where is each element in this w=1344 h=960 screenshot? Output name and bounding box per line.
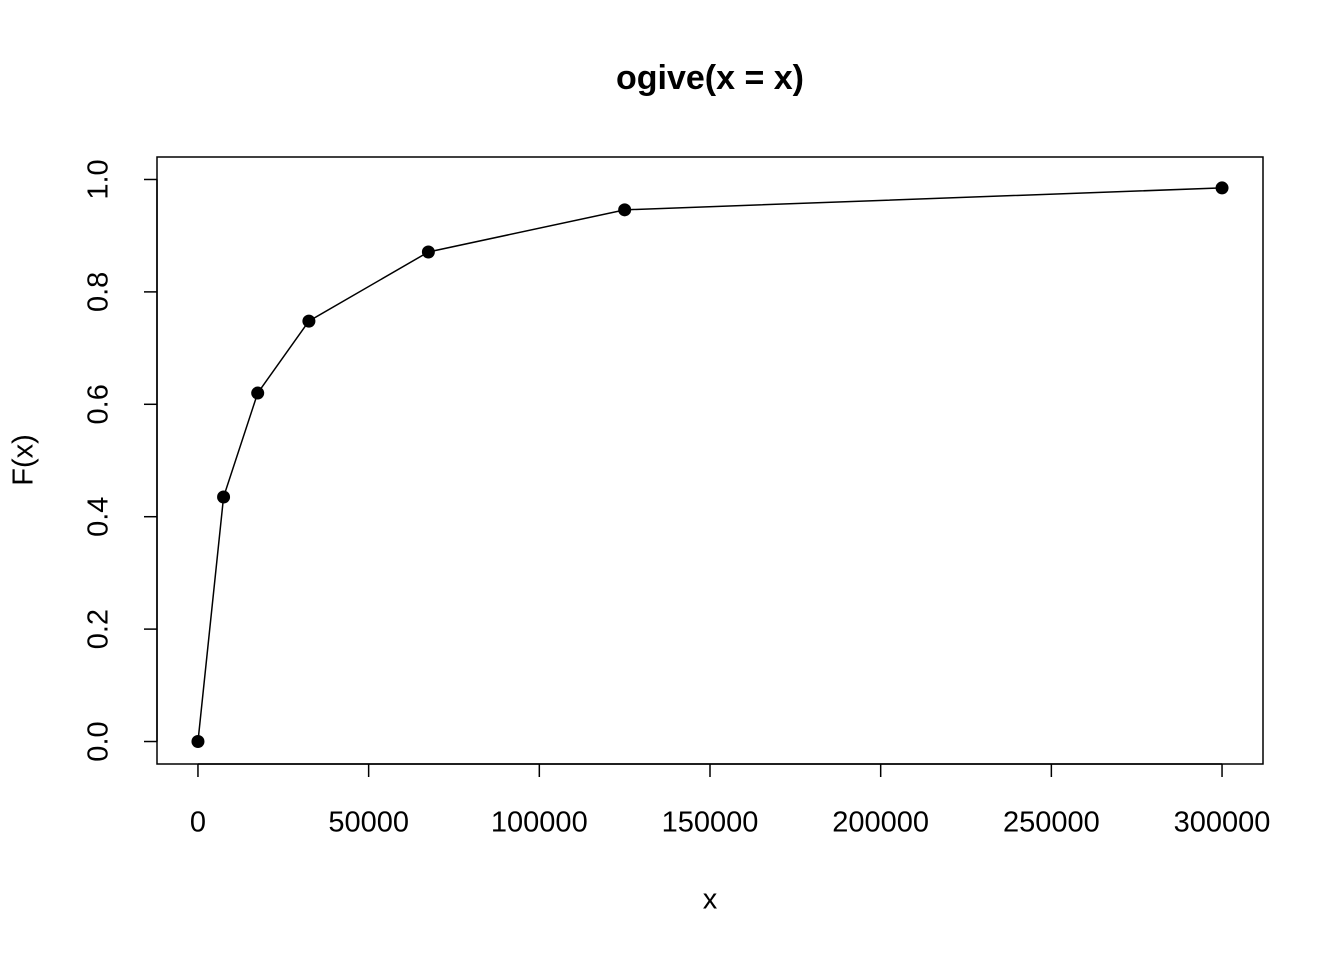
x-tick-label: 300000 [1174,807,1271,839]
ogive-line [197,187,1223,742]
point [251,386,265,400]
point [217,490,231,504]
y-tick-label: 1.0 [83,159,115,199]
point [1215,181,1229,195]
x-tick-label: 250000 [1003,807,1100,839]
x-tick-label: 200000 [832,807,929,839]
y-tick-label: 0.8 [83,272,115,312]
y-tick-label: 0.4 [83,497,115,537]
plot-box [156,156,1264,765]
y-tick-label: 0.2 [83,609,115,649]
x-tick-label: 50000 [328,807,409,839]
point [618,203,632,217]
point [191,735,205,749]
x-tick-label: 150000 [662,807,759,839]
chart-title: ogive(x = x) [616,59,804,97]
y-tick-label: 0.6 [83,384,115,424]
x-tick-label: 0 [190,807,206,839]
x-tick-label: 100000 [491,807,588,839]
point [302,314,316,328]
point [421,245,435,259]
y-tick-label: 0.0 [83,721,115,761]
x-axis-label: x [703,884,718,916]
y-axis-label: F(x) [8,434,40,486]
